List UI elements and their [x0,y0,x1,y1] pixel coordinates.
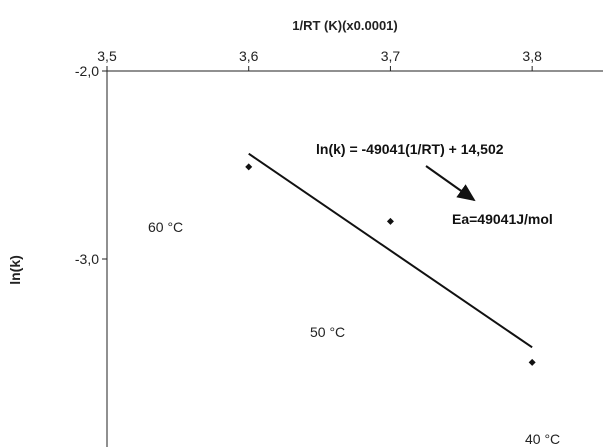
equation-arrow [425,165,476,202]
data-point [528,358,536,366]
temp-label-50: 50 °C [310,324,345,340]
data-point [245,163,253,171]
x-tick-label: 3,8 [522,48,542,64]
y-tick-label: -2,0 [75,63,99,79]
y-axis-label: ln(k) [7,255,23,285]
temp-label-60: 60 °C [148,219,183,235]
x-tick-label: 3,7 [381,48,401,64]
ea-label: Ea=49041J/mol [452,211,553,227]
trendline [248,152,533,349]
equation-label: ln(k) = -49041(1/RT) + 14,502 [316,141,504,157]
x-tick-label: 3,5 [97,48,117,64]
data-point [386,217,394,225]
temp-label-40: 40 °C [525,431,560,447]
x-tick-label: 3,6 [239,48,259,64]
chart-title: 1/RT (K)(x0.0001) [292,18,397,33]
axes [106,70,603,447]
y-tick-label: -3,0 [75,251,99,267]
